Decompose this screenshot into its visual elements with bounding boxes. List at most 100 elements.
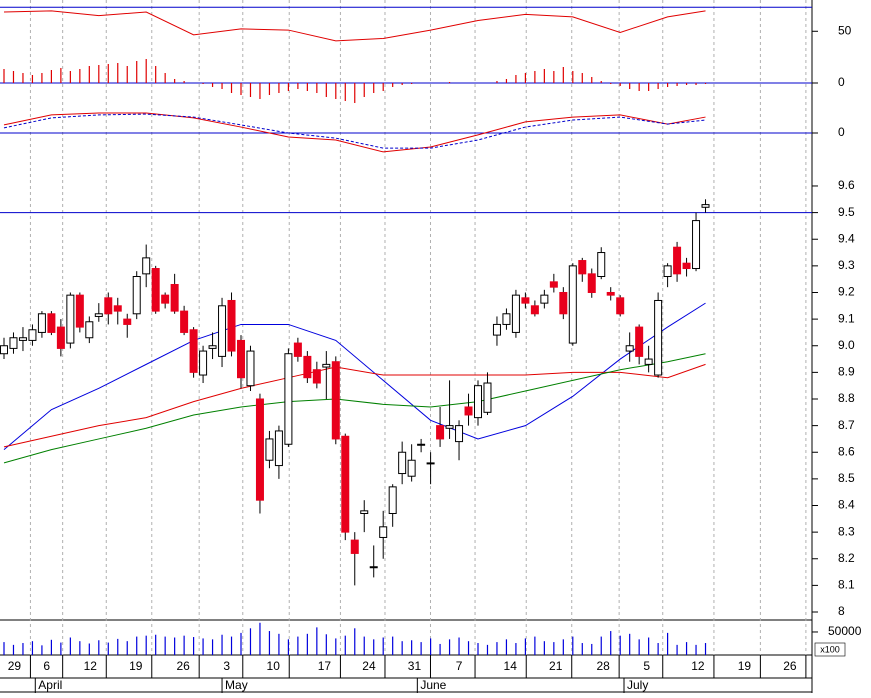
- candle-body: [293, 342, 302, 357]
- candle-body: [426, 462, 435, 465]
- unit-label: x100: [820, 644, 840, 654]
- candle-body: [379, 526, 388, 538]
- x-tick-label: 10: [267, 659, 281, 673]
- candle-body: [692, 220, 701, 270]
- x-tick-label: 31: [408, 659, 422, 673]
- candle-body: [559, 291, 568, 315]
- candle-body: [331, 361, 340, 440]
- line-series: [3, 363, 706, 448]
- candle-body: [341, 435, 350, 533]
- candle-body: [132, 276, 141, 315]
- candle-body: [455, 425, 464, 443]
- candle-body: [208, 345, 217, 349]
- month-label: April: [38, 678, 62, 692]
- candle-body: [701, 204, 710, 208]
- y-tick-label: 9.6: [838, 178, 855, 192]
- x-tick-label: 21: [549, 659, 563, 673]
- candle-body: [218, 305, 227, 357]
- y-tick-label: 8.8: [838, 391, 855, 405]
- candle-body: [578, 260, 587, 275]
- line-series: [3, 112, 706, 153]
- candle-body: [483, 382, 492, 413]
- candle-body: [227, 299, 236, 352]
- candle-body: [530, 305, 539, 315]
- line-series: [3, 10, 706, 42]
- candle-body: [663, 265, 672, 278]
- x-tick-label: 7: [456, 659, 463, 673]
- y-tick-label: 9.2: [838, 285, 855, 299]
- candle-body: [9, 337, 18, 349]
- candle-body: [474, 385, 482, 419]
- plot-background: [0, 0, 812, 693]
- x-tick-label: 19: [129, 659, 143, 673]
- y-tick-label: 50: [838, 23, 852, 37]
- y-tick-label: 8.5: [838, 471, 855, 485]
- x-tick-label: 12: [84, 659, 98, 673]
- candle-body: [502, 313, 511, 325]
- y-tick-label: 9.3: [838, 258, 855, 272]
- candle-body: [644, 358, 653, 365]
- candle-body: [369, 566, 378, 569]
- candle-body: [85, 321, 94, 339]
- x-tick-label: 5: [643, 659, 650, 673]
- x-tick-label: 26: [783, 659, 797, 673]
- x-tick-label: 24: [362, 659, 376, 673]
- candle-body: [66, 294, 75, 344]
- candle-body: [37, 313, 46, 333]
- x-tick-label: 26: [176, 659, 190, 673]
- candle-body: [417, 443, 426, 446]
- y-tick-label: 8.9: [838, 365, 855, 379]
- x-tick-label: 14: [504, 659, 518, 673]
- y-tick-label: 0: [838, 125, 845, 139]
- candle-body: [94, 313, 103, 317]
- line-series: [3, 353, 706, 464]
- candle-body: [521, 297, 530, 304]
- x-tick-label: 29: [8, 659, 22, 673]
- y-tick-label: 8.2: [838, 551, 855, 565]
- y-tick-label: 8.4: [838, 498, 855, 512]
- candle-body: [312, 369, 321, 384]
- y-tick-label: 8: [838, 604, 845, 618]
- candle-body: [511, 294, 520, 333]
- y-tick-label: 50000: [828, 624, 862, 638]
- candle-body: [445, 425, 454, 429]
- candle-body: [568, 265, 577, 344]
- y-tick-label: 8.7: [838, 418, 855, 432]
- candle-body: [255, 398, 264, 501]
- candle-body: [616, 297, 625, 315]
- candle-body: [654, 299, 663, 376]
- candle-body: [265, 438, 274, 461]
- candle-body: [104, 297, 113, 315]
- candle-body: [682, 262, 691, 270]
- candle-body: [625, 345, 634, 352]
- candle-body: [161, 294, 170, 304]
- candle-body: [274, 430, 283, 467]
- candle-body: [0, 345, 8, 355]
- candle-body: [398, 451, 407, 475]
- month-label: May: [225, 678, 248, 692]
- candle-body: [75, 294, 84, 328]
- x-tick-label: 3: [223, 659, 230, 673]
- x-tick-label: 19: [738, 659, 752, 673]
- x-tick-label: 12: [691, 659, 705, 673]
- candle-body: [673, 246, 682, 275]
- candle-body: [237, 339, 245, 379]
- y-tick-label: 9.0: [838, 338, 855, 352]
- candle-body: [123, 318, 132, 325]
- candle-body: [540, 294, 549, 304]
- y-tick-label: 9.5: [838, 205, 855, 219]
- candle-body: [246, 350, 255, 387]
- x-tick-label: 28: [596, 659, 610, 673]
- y-tick-label: 8.6: [838, 444, 855, 458]
- candle-body: [606, 291, 615, 296]
- unit-box: [814, 642, 846, 657]
- candle-body: [303, 355, 312, 379]
- candle-body: [549, 281, 558, 288]
- candle-body: [56, 326, 65, 349]
- candle-body: [47, 313, 56, 333]
- candle-body: [388, 486, 397, 514]
- x-tick-label: 6: [43, 659, 50, 673]
- candle-body: [464, 406, 473, 416]
- month-label: June: [420, 678, 446, 692]
